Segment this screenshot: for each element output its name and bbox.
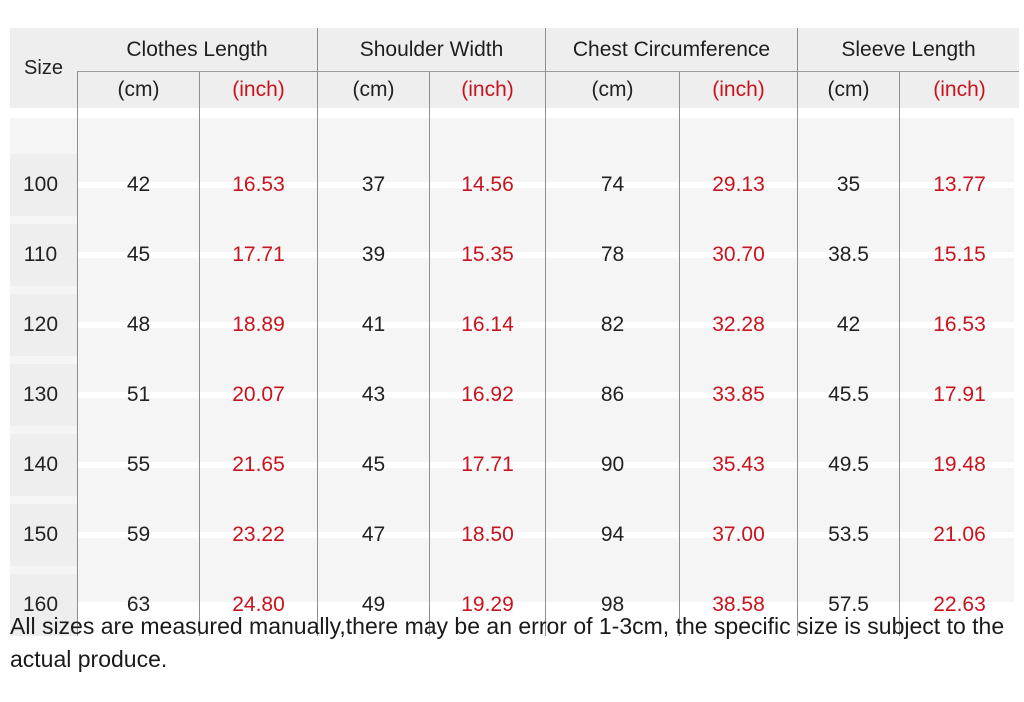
size-value: 100 (10, 154, 77, 216)
row-background (10, 538, 1014, 602)
inch-value: 23.22 (199, 496, 317, 566)
inch-value: 16.14 (429, 286, 545, 356)
inch-value: 29.13 (679, 146, 797, 216)
inch-value: 22.63 (899, 566, 1019, 636)
inch-value: 37.00 (679, 496, 797, 566)
unit-inch: (inch) (429, 72, 545, 108)
size-value: 120 (10, 294, 77, 356)
unit-cm: (cm) (545, 72, 679, 108)
cm-value: 90 (545, 426, 679, 496)
inch-value: 16.92 (429, 356, 545, 426)
cm-value: 42 (77, 146, 199, 216)
cm-value: 94 (545, 496, 679, 566)
size-value: 110 (10, 224, 77, 286)
inch-value: 21.65 (199, 426, 317, 496)
inch-value: 35.43 (679, 426, 797, 496)
inch-value: 17.71 (429, 426, 545, 496)
cm-value: 49 (317, 566, 429, 636)
cm-value: 45 (317, 426, 429, 496)
inch-value: 32.28 (679, 286, 797, 356)
cm-value: 78 (545, 216, 679, 286)
cm-value: 39 (317, 216, 429, 286)
inch-value: 17.91 (899, 356, 1019, 426)
size-value: 160 (10, 574, 77, 636)
inch-value: 16.53 (899, 286, 1019, 356)
size-value: 130 (10, 364, 77, 426)
inch-value: 24.80 (199, 566, 317, 636)
inch-value: 19.29 (429, 566, 545, 636)
header-clothes-length: Clothes Length (77, 28, 317, 72)
cm-value: 49.5 (797, 426, 899, 496)
inch-value: 19.48 (899, 426, 1019, 496)
inch-value: 16.53 (199, 146, 317, 216)
row-background (10, 188, 1014, 252)
cm-value: 48 (77, 286, 199, 356)
cm-value: 53.5 (797, 496, 899, 566)
row-background (10, 258, 1014, 322)
row-background (10, 328, 1014, 392)
cm-value: 41 (317, 286, 429, 356)
measurement-note: All sizes are measured manually,there ma… (10, 613, 1005, 672)
inch-value: 38.58 (679, 566, 797, 636)
unit-inch: (inch) (679, 72, 797, 108)
header-shoulder-width: Shoulder Width (317, 28, 545, 72)
cm-value: 57.5 (797, 566, 899, 636)
inch-value: 14.56 (429, 146, 545, 216)
inch-value: 13.77 (899, 146, 1019, 216)
cm-value: 59 (77, 496, 199, 566)
inch-value: 33.85 (679, 356, 797, 426)
unit-cm: (cm) (797, 72, 899, 108)
inch-value: 17.71 (199, 216, 317, 286)
cm-value: 98 (545, 566, 679, 636)
row-background (10, 398, 1014, 462)
unit-cm: (cm) (317, 72, 429, 108)
cm-value: 74 (545, 146, 679, 216)
row-background (10, 468, 1014, 532)
cm-value: 42 (797, 286, 899, 356)
size-value: 140 (10, 434, 77, 496)
size-value: 150 (10, 504, 77, 566)
cm-value: 86 (545, 356, 679, 426)
inch-value: 21.06 (899, 496, 1019, 566)
cm-value: 45.5 (797, 356, 899, 426)
size-chart-table: Size Clothes Length Shoulder Width Chest… (10, 28, 1019, 636)
cm-value: 37 (317, 146, 429, 216)
cm-value: 45 (77, 216, 199, 286)
inch-value: 18.89 (199, 286, 317, 356)
cm-value: 51 (77, 356, 199, 426)
unit-cm: (cm) (77, 72, 199, 108)
cm-value: 63 (77, 566, 199, 636)
size-column-header: Size (10, 28, 77, 108)
cm-value: 55 (77, 426, 199, 496)
inch-value: 15.35 (429, 216, 545, 286)
inch-value: 18.50 (429, 496, 545, 566)
row-background (10, 118, 1014, 182)
unit-inch: (inch) (899, 72, 1019, 108)
cm-value: 43 (317, 356, 429, 426)
unit-inch: (inch) (199, 72, 317, 108)
cm-value: 47 (317, 496, 429, 566)
inch-value: 15.15 (899, 216, 1019, 286)
cm-value: 82 (545, 286, 679, 356)
header-sleeve-length: Sleeve Length (797, 28, 1019, 72)
inch-value: 20.07 (199, 356, 317, 426)
inch-value: 30.70 (679, 216, 797, 286)
header-chest-circumference: Chest Circumference (545, 28, 797, 72)
cm-value: 38.5 (797, 216, 899, 286)
cm-value: 35 (797, 146, 899, 216)
